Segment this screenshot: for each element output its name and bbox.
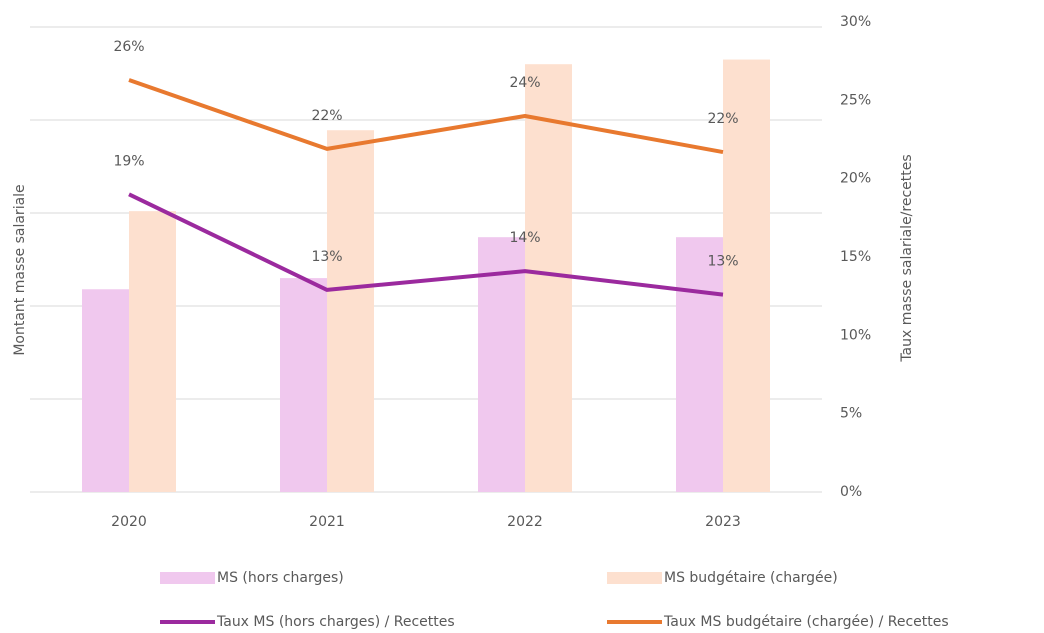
data-label: 19% xyxy=(113,153,144,169)
x-tick-label: 2020 xyxy=(111,514,147,530)
data-label: 24% xyxy=(509,75,540,91)
y2-tick-label: 5% xyxy=(840,406,862,422)
line xyxy=(128,192,724,297)
y2-tick-label: 20% xyxy=(840,171,871,187)
y2-tick-label: 0% xyxy=(840,484,862,500)
bar xyxy=(676,237,723,492)
data-label: 22% xyxy=(707,111,738,127)
bar xyxy=(525,64,572,492)
y2-tick-label: 15% xyxy=(840,249,871,265)
legend-label: Taux MS (hors charges) / Recettes xyxy=(216,614,455,630)
data-label: 14% xyxy=(509,230,540,246)
bar xyxy=(327,130,374,493)
y2-tick-label: 30% xyxy=(840,14,871,30)
legend-label: MS budgétaire (chargée) xyxy=(664,570,838,586)
legend-label: Taux MS budgétaire (chargée) / Recettes xyxy=(663,614,949,630)
bar xyxy=(723,59,770,493)
bar xyxy=(82,289,129,492)
legend-swatch xyxy=(607,572,662,584)
x-tick-label: 2022 xyxy=(507,514,543,530)
data-label: 26% xyxy=(113,39,144,55)
x-tick-label: 2021 xyxy=(309,514,345,530)
data-label: 22% xyxy=(311,108,342,124)
x-tick-label: 2023 xyxy=(705,514,741,530)
legend-swatch xyxy=(160,572,215,584)
y2-axis-label: Taux masse salariale/recettes xyxy=(899,154,915,362)
data-label: 13% xyxy=(707,254,738,270)
bar xyxy=(478,237,525,492)
legend-label: MS (hors charges) xyxy=(217,570,344,586)
data-label: 13% xyxy=(311,249,342,265)
y2-tick-label: 10% xyxy=(840,327,871,343)
line xyxy=(128,78,724,155)
y-axis-label: Montant masse salariale xyxy=(12,184,28,355)
bar xyxy=(129,211,176,492)
y2-tick-label: 25% xyxy=(840,92,871,108)
bar xyxy=(280,278,327,492)
